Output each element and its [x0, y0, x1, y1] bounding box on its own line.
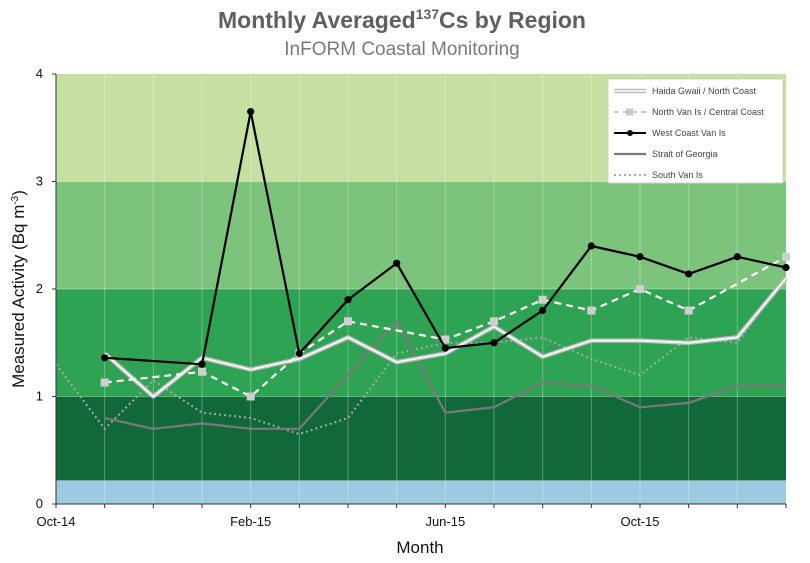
legend-box [607, 78, 784, 184]
series-1-point-5 [441, 335, 450, 344]
series-2-point-10 [636, 253, 644, 261]
band-3 [56, 181, 786, 289]
y-tick-label-1: 1 [36, 389, 43, 404]
series-2-point-2 [247, 108, 255, 116]
y-tick-label-2: 2 [36, 281, 43, 296]
legend-label-0: Haida Gwaii / North Coast [652, 86, 757, 96]
series-1-point-6 [490, 317, 498, 326]
series-3-line [104, 320, 786, 430]
series-1-line [104, 255, 787, 398]
axes: 0 1 2 3 4 Oct-14 Feb-15 Jun-15 Oct-15 [36, 66, 787, 529]
series-0 [103, 276, 788, 399]
chart-subtitle: InFORM Coastal Monitoring [284, 39, 519, 60]
x-tick-label-1: Feb-15 [230, 514, 271, 529]
series-1-point-7 [538, 295, 547, 304]
legend-item-0: Haida Gwaii / North Coast [614, 86, 757, 96]
series-2-point-8 [539, 306, 547, 315]
series-2-point-11 [685, 270, 693, 278]
legend-label-2: West Coast Van Is [652, 128, 726, 138]
band-0 [56, 480, 786, 504]
series-2-point-3 [295, 349, 303, 358]
chart-title-main: Monthly Averaged [218, 7, 416, 33]
y-tick-label-0: 0 [36, 496, 43, 511]
legend-item-4: South Van Is [614, 170, 703, 180]
series-1-point-11 [782, 252, 790, 261]
series-2-point-0 [101, 354, 109, 362]
x-tick-label-2: Jun-15 [425, 514, 465, 529]
legend-item-2: West Coast Van Is [614, 128, 726, 138]
series-2-point-12 [733, 253, 741, 261]
legend-item-3: Strait of Georgia [614, 149, 718, 159]
y-tick-label-4: 4 [36, 66, 43, 81]
x-axis-label: Month [396, 538, 443, 557]
y-axis-label: Measured Activity (Bq m-3) [9, 190, 28, 388]
legend-label-3: Strait of Georgia [652, 149, 718, 159]
series-3 [104, 320, 786, 430]
series-1-point-1 [198, 367, 206, 376]
series-1-point-9 [636, 285, 644, 293]
series-1 [100, 252, 790, 401]
series-1-point-0 [100, 378, 109, 387]
series-1-point-8 [587, 306, 596, 315]
series-2-point-5 [393, 259, 401, 267]
series-2-point-13 [782, 263, 790, 272]
series-2-line [104, 110, 787, 366]
legend: Haida Gwaii / North Coast North Van Is / … [607, 78, 784, 184]
series-2-point-7 [490, 339, 498, 347]
series-layer [55, 108, 790, 436]
y-axis-label-main: Measured Activity (Bq m [9, 205, 28, 388]
legend-label-4: South Van Is [652, 170, 703, 180]
series-2 [101, 108, 790, 368]
series-2-point-6 [441, 344, 449, 352]
chart-title-rest: Cs by Region [439, 7, 586, 33]
series-1-point-2 [246, 392, 255, 401]
y-tick-label-3: 3 [36, 174, 43, 189]
series-1-point-4 [344, 317, 352, 326]
legend-item-1: North Van Is / Central Coast [614, 107, 764, 117]
band-1 [56, 396, 786, 481]
series-0-line [104, 277, 787, 398]
legend-label-1: North Van Is / Central Coast [652, 107, 764, 117]
y-axis-label-end: ) [9, 190, 28, 196]
series-2-point-4 [344, 296, 352, 304]
x-tick-label-0: Oct-14 [36, 514, 75, 529]
x-tick-label-3: Oct-15 [620, 514, 659, 529]
series-2-point-1 [198, 360, 206, 368]
series-2-point-9 [587, 242, 595, 250]
series-1-point-10 [684, 306, 693, 315]
chart-title-sup: 137 [416, 6, 440, 22]
y-axis-label-sup: -3 [10, 195, 21, 204]
chart-title: Monthly Averaged137Cs by Region [218, 6, 586, 33]
